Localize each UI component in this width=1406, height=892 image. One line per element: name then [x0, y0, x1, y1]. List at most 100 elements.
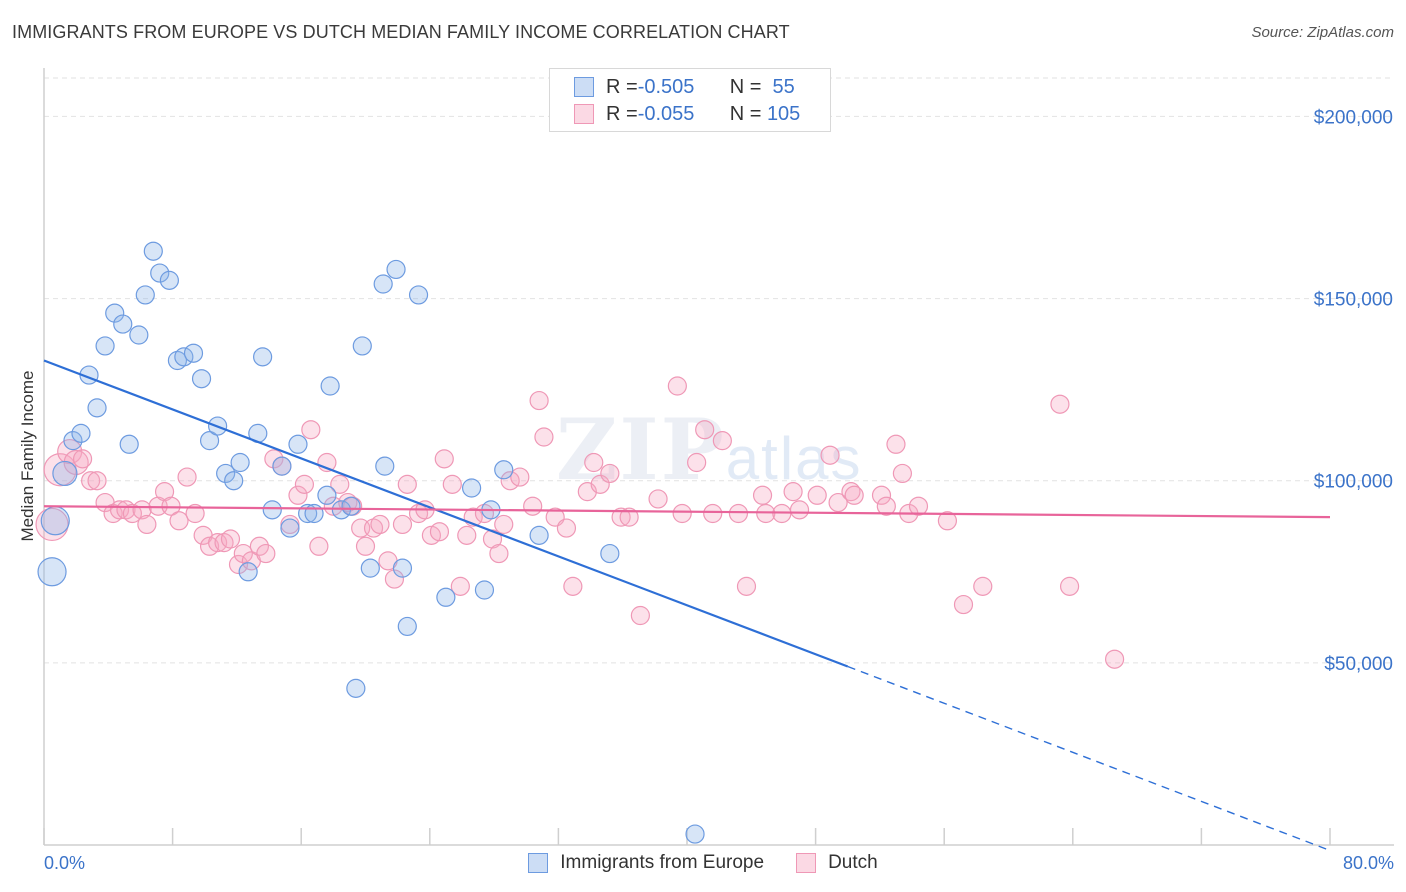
europe-point	[167, 350, 188, 371]
europe-point	[320, 376, 340, 396]
watermark-zip: ZIP	[556, 400, 726, 499]
dutch-point	[556, 518, 577, 538]
dutch-point	[563, 576, 583, 596]
dutch-point	[185, 503, 205, 524]
series-swatch-pink	[796, 853, 817, 873]
europe-point	[600, 543, 620, 564]
europe-point	[346, 678, 366, 698]
dutch-point	[807, 485, 827, 505]
trend-lines	[43, 359, 1331, 852]
europe-point	[461, 478, 482, 498]
dutch-point	[249, 536, 270, 556]
dutch-point	[116, 500, 136, 520]
europe-point	[272, 456, 292, 476]
dutch-point	[648, 489, 668, 509]
dutch-point	[87, 471, 107, 491]
europe-point	[360, 558, 380, 578]
dutch-point	[783, 482, 803, 502]
europe-point	[119, 434, 139, 454]
europe-point	[317, 485, 337, 505]
dutch-point	[973, 576, 993, 596]
europe-point	[375, 456, 395, 476]
europe-point	[150, 263, 170, 283]
dutch-point	[619, 507, 639, 527]
dutch-point	[489, 543, 509, 564]
europe-point	[135, 285, 155, 305]
chart-title: IMMIGRANTS FROM EUROPE VS DUTCH MEDIAN F…	[12, 22, 790, 42]
dutch-point	[892, 463, 913, 484]
dutch-point	[169, 511, 189, 531]
dutch-point	[256, 543, 276, 564]
series-swatch-blue	[528, 853, 549, 873]
europe-point	[280, 518, 300, 538]
europe-point	[304, 503, 324, 524]
legend-n-label: N =	[729, 102, 767, 125]
europe-trend-line-extension	[847, 665, 1331, 852]
dutch-point	[264, 449, 284, 469]
dutch-point	[103, 503, 123, 524]
dutch-point	[35, 507, 69, 542]
europe-point	[529, 525, 549, 545]
europe-point	[105, 303, 125, 323]
europe-point	[87, 398, 107, 418]
europe-points	[37, 241, 705, 844]
europe-point	[129, 325, 149, 345]
dutch-point	[442, 474, 462, 494]
dutch-point	[309, 536, 329, 556]
y-tick-label: $150,000	[1314, 290, 1393, 311]
series-legend-dutch[interactable]: Dutch	[796, 852, 878, 874]
europe-point	[183, 343, 204, 363]
dutch-point	[908, 496, 929, 516]
dutch-point	[500, 471, 520, 491]
europe-point	[37, 557, 67, 587]
series-legend: Immigrants from Europe Dutch	[0, 852, 1406, 874]
europe-point	[352, 336, 372, 356]
europe-point	[191, 369, 212, 389]
dutch-point	[712, 431, 732, 451]
dutch-point	[529, 390, 549, 411]
dutch-point	[752, 485, 773, 505]
dutch-point	[584, 452, 604, 473]
europe-point	[113, 314, 133, 334]
series-label-dutch: Dutch	[828, 852, 878, 873]
axes	[43, 68, 1394, 846]
dutch-point	[820, 445, 840, 465]
dutch-point	[736, 576, 757, 596]
dutch-point	[672, 503, 692, 524]
europe-point	[494, 460, 514, 480]
dutch-point	[953, 594, 974, 615]
europe-point	[174, 347, 194, 367]
dutch-point	[703, 503, 723, 524]
dutch-point	[494, 514, 514, 535]
dutch-point	[600, 463, 620, 484]
dutch-point	[434, 449, 454, 469]
dutch-point	[220, 529, 241, 549]
series-legend-europe[interactable]: Immigrants from Europe	[528, 852, 764, 874]
legend-n-label: N =	[729, 75, 767, 98]
dutch-point	[370, 514, 390, 535]
europe-point	[63, 431, 83, 451]
dutch-point	[363, 518, 384, 538]
europe-point	[238, 562, 258, 582]
europe-point	[373, 274, 393, 294]
dutch-point	[510, 467, 530, 487]
correlation-legend: R = -0.505 N = 55 R = -0.055 N = 105	[549, 68, 831, 132]
europe-point	[199, 431, 220, 451]
legend-r-value: -0.055	[637, 102, 695, 125]
legend-n-value: 105	[766, 102, 801, 125]
dutch-point	[687, 452, 707, 473]
legend-swatch-blue	[574, 77, 594, 97]
europe-point	[386, 259, 406, 280]
dutch-point	[611, 507, 631, 527]
dutch-point	[630, 605, 650, 626]
dutch-point	[384, 569, 405, 589]
europe-trend-line	[43, 359, 849, 668]
dutch-point	[667, 376, 687, 396]
dutch-point	[844, 485, 864, 505]
y-tick-label: $200,000	[1314, 107, 1393, 128]
dutch-point	[208, 533, 228, 553]
europe-point	[408, 285, 429, 305]
europe-point	[95, 336, 115, 356]
dutch-point	[81, 471, 101, 491]
